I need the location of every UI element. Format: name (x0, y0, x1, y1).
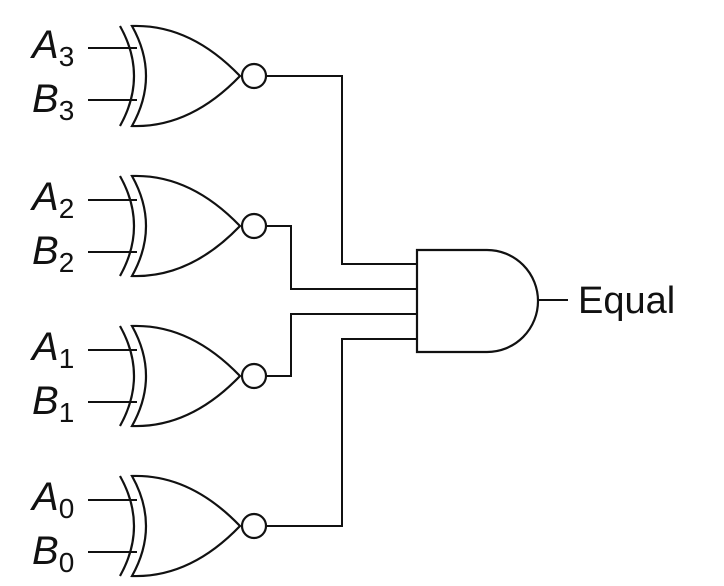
label-a2-letter: A (30, 175, 59, 219)
xnor-gate-bit2 (119, 174, 268, 278)
label-b0-sub: 0 (59, 547, 75, 578)
and-gate (415, 248, 540, 354)
wire-xnor0-to-and (266, 338, 417, 527)
label-a3: A3 (30, 23, 74, 72)
xnor-gate-bit1-bubble (240, 362, 268, 390)
xnor-gate-bit3-extra-arc (119, 25, 135, 127)
xnor-gate-bit0-bubble (240, 512, 268, 540)
label-a0-letter: A (30, 475, 59, 519)
xnor-gate-bit1-extra-arc (119, 325, 135, 427)
label-a1-sub: 1 (59, 343, 75, 374)
label-b1: B1 (32, 379, 74, 428)
label-b1-sub: 1 (59, 397, 75, 428)
xnor-gate-bit0-extra-arc (119, 475, 135, 577)
label-a1: A1 (30, 325, 74, 374)
label-a1-letter: A (30, 325, 59, 369)
label-b0: B0 (32, 529, 74, 578)
label-a3-sub: 3 (59, 41, 75, 72)
label-b2: B2 (32, 229, 74, 278)
label-a3-letter: A (30, 23, 59, 67)
xnor-gate-bit2-extra-arc (119, 175, 135, 277)
label-a0-sub: 0 (59, 493, 75, 524)
xnor-gate-bit3-body (130, 24, 242, 128)
xnor-gate-bit3-bubble (240, 62, 268, 90)
label-b1-letter: B (32, 379, 59, 423)
wire-xnor2-to-and (266, 225, 417, 290)
output-label-equal: Equal (578, 280, 675, 322)
xnor-gate-bit2-bubble (240, 212, 268, 240)
label-a2: A2 (30, 175, 74, 224)
xnor-gate-bit0-body (130, 474, 242, 578)
label-a0: A0 (30, 475, 74, 524)
label-b3-sub: 3 (59, 95, 75, 126)
label-b3: B3 (32, 77, 74, 126)
label-b3-letter: B (32, 77, 59, 121)
label-b2-sub: 2 (59, 247, 75, 278)
wire-xnor3-to-and (266, 75, 417, 265)
xnor-gate-bit0 (119, 474, 268, 578)
xnor-gate-bit1-body (130, 324, 242, 428)
label-b2-letter: B (32, 229, 59, 273)
xnor-gate-bit3 (119, 24, 268, 128)
xnor-gate-bit1 (119, 324, 268, 428)
xnor-gate-bit2-body (130, 174, 242, 278)
label-b0-letter: B (32, 529, 59, 573)
wire-xnor1-to-and (266, 313, 417, 377)
label-a2-sub: 2 (59, 193, 75, 224)
